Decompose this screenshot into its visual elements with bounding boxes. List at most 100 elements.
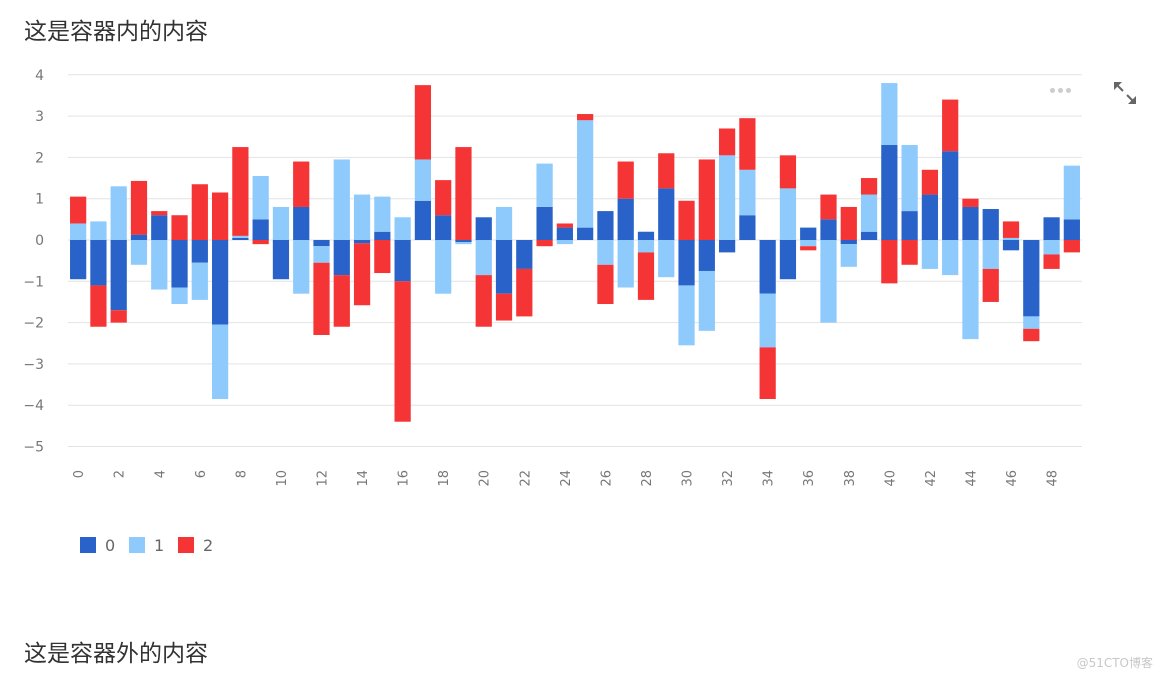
bar-series-1-cat-17[interactable] [414,159,432,201]
bar-series-1-cat-12[interactable] [313,246,330,263]
bar-series-1-cat-41[interactable] [901,145,918,212]
bar-series-2-cat-20[interactable] [475,275,492,327]
bar-series-0-cat-39[interactable] [860,231,878,240]
bar-series-1-cat-16[interactable] [394,217,411,240]
bar-series-0-cat-40[interactable] [881,145,898,240]
bar-series-0-cat-46[interactable] [1002,240,1020,251]
bar-series-2-cat-6[interactable] [191,184,208,240]
bar-series-0-cat-38[interactable] [840,240,857,245]
bar-series-1-cat-11[interactable] [293,240,310,294]
bar-series-1-cat-36[interactable] [800,240,817,247]
bar-series-0-cat-24[interactable] [556,227,573,240]
bar-series-1-cat-49[interactable] [1063,165,1080,220]
bar-series-2-cat-19[interactable] [455,147,472,240]
legend-item-0[interactable]: 0 [80,536,115,555]
bar-series-2-cat-14[interactable] [353,243,371,306]
bar-series-0-cat-6[interactable] [191,240,208,263]
bar-series-1-cat-26[interactable] [597,240,614,265]
bar-series-0-cat-5[interactable] [171,240,188,288]
bar-series-1-cat-38[interactable] [840,244,857,267]
bar-series-2-cat-45[interactable] [982,268,999,302]
bar-series-0-cat-26[interactable] [597,211,614,240]
bar-series-0-cat-17[interactable] [414,200,432,240]
bar-series-0-cat-36[interactable] [800,227,817,240]
bar-series-1-cat-29[interactable] [658,240,675,278]
bar-series-0-cat-22[interactable] [516,240,533,269]
bar-series-0-cat-3[interactable] [130,234,148,240]
bar-series-0-cat-25[interactable] [577,227,594,240]
bar-series-2-cat-28[interactable] [637,252,655,300]
bar-series-2-cat-7[interactable] [211,192,229,240]
bar-series-1-cat-28[interactable] [637,240,655,253]
bar-series-0-cat-21[interactable] [495,240,513,294]
bar-series-2-cat-13[interactable] [333,275,350,327]
bar-series-1-cat-33[interactable] [739,169,756,216]
bar-series-2-cat-39[interactable] [860,178,878,195]
bar-series-1-cat-0[interactable] [70,223,87,240]
legend-item-2[interactable]: 2 [178,536,213,555]
more-dots-icon[interactable] [1050,84,1076,96]
bar-series-1-cat-31[interactable] [698,270,715,331]
bar-series-2-cat-44[interactable] [962,198,979,207]
bar-series-0-cat-12[interactable] [313,240,330,247]
bar-series-2-cat-49[interactable] [1063,240,1080,253]
bar-series-0-cat-8[interactable] [232,237,249,240]
bar-series-0-cat-19[interactable] [455,240,472,243]
bar-series-0-cat-48[interactable] [1043,217,1060,240]
bar-series-0-cat-29[interactable] [658,188,675,240]
bar-series-0-cat-15[interactable] [374,231,391,240]
bar-series-1-cat-25[interactable] [577,120,594,228]
bar-series-2-cat-46[interactable] [1002,221,1020,238]
bar-series-2-cat-32[interactable] [718,128,736,156]
bar-series-1-cat-10[interactable] [272,206,290,240]
bar-series-1-cat-7[interactable] [211,324,229,400]
bar-series-2-cat-21[interactable] [495,293,513,321]
bar-series-0-cat-4[interactable] [151,215,168,240]
bar-series-2-cat-5[interactable] [171,215,188,240]
bar-series-2-cat-16[interactable] [394,281,411,422]
bar-series-1-cat-47[interactable] [1023,316,1040,329]
bar-series-1-cat-4[interactable] [151,240,168,290]
bar-series-2-cat-41[interactable] [901,240,918,265]
bar-series-0-cat-7[interactable] [211,240,229,325]
bar-series-0-cat-30[interactable] [678,240,695,286]
bar-series-0-cat-18[interactable] [435,215,452,240]
bar-series-0-cat-11[interactable] [293,206,310,240]
bar-series-0-cat-2[interactable] [110,240,127,311]
bar-series-2-cat-42[interactable] [921,169,939,195]
bar-series-1-cat-15[interactable] [374,196,391,232]
bar-series-1-cat-5[interactable] [171,287,188,305]
bar-series-0-cat-27[interactable] [617,198,634,240]
bar-series-2-cat-1[interactable] [90,285,107,327]
bar-series-2-cat-15[interactable] [374,240,391,274]
bar-series-2-cat-22[interactable] [516,268,533,317]
bar-series-1-cat-32[interactable] [718,155,736,240]
bar-series-1-cat-1[interactable] [90,221,107,240]
bar-series-2-cat-11[interactable] [293,161,310,207]
bar-series-2-cat-27[interactable] [617,161,634,199]
bar-series-1-cat-3[interactable] [130,240,148,265]
legend-item-1[interactable]: 1 [129,536,164,555]
bar-series-1-cat-9[interactable] [252,175,269,220]
bar-series-0-cat-35[interactable] [779,240,797,280]
bar-series-1-cat-46[interactable] [1002,237,1020,240]
bar-series-0-cat-45[interactable] [982,209,999,240]
bar-series-1-cat-13[interactable] [333,159,350,240]
bar-series-0-cat-23[interactable] [536,206,553,240]
bar-series-2-cat-35[interactable] [779,155,797,189]
bar-series-1-cat-44[interactable] [962,240,979,340]
bar-series-1-cat-48[interactable] [1043,240,1060,255]
bar-series-1-cat-34[interactable] [759,293,776,348]
bar-series-2-cat-34[interactable] [759,347,776,400]
bar-series-1-cat-6[interactable] [191,262,208,300]
bar-series-2-cat-47[interactable] [1023,328,1040,342]
bar-series-2-cat-24[interactable] [556,223,573,228]
bar-series-2-cat-38[interactable] [840,206,857,240]
bar-series-0-cat-13[interactable] [333,240,350,276]
bar-series-1-cat-8[interactable] [232,235,249,238]
bar-series-1-cat-35[interactable] [779,188,797,240]
bar-series-1-cat-37[interactable] [820,240,837,323]
bar-series-2-cat-25[interactable] [577,114,594,121]
bar-series-1-cat-45[interactable] [982,240,999,269]
bar-series-1-cat-18[interactable] [435,240,452,294]
